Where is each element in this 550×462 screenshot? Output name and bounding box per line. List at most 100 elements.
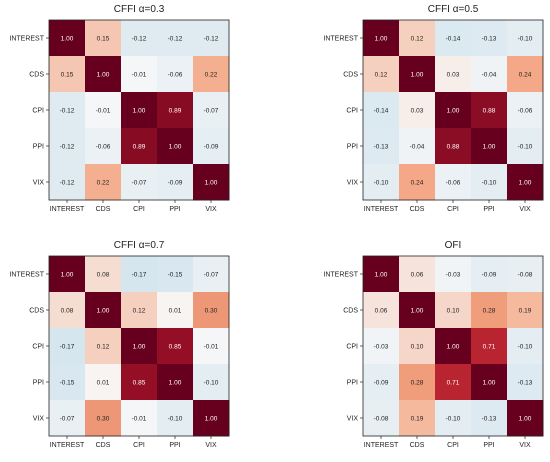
cell-value-label: 0.19 — [519, 308, 532, 315]
y-tick-label: PPI — [347, 144, 358, 151]
cell-value-label: -0.10 — [518, 344, 533, 351]
cell-value-label: -0.09 — [482, 272, 497, 279]
panel-title: CFFI α=0.5 — [428, 4, 479, 15]
heatmap-cell — [363, 56, 400, 93]
x-tick-label: INTEREST — [50, 206, 85, 213]
x-tick-label: CDS — [96, 442, 111, 449]
cell-value-label: 1.00 — [97, 72, 110, 79]
x-tick-label: CDS — [410, 442, 425, 449]
x-tick-label: PPI — [483, 442, 494, 449]
heatmap-cell — [507, 20, 544, 57]
y-tick-label: INTEREST — [9, 36, 44, 43]
heatmap-cell — [363, 20, 400, 57]
cell-value-label: -0.13 — [518, 380, 533, 387]
cell-value-label: 0.12 — [411, 36, 424, 43]
cell-value-label: -0.10 — [482, 180, 497, 187]
heatmap-cell — [363, 256, 400, 293]
cell-value-label: 0.24 — [519, 72, 532, 79]
cell-value-label: -0.03 — [374, 344, 389, 351]
cell-value-label: 0.01 — [97, 380, 110, 387]
heatmap-cell — [49, 92, 86, 129]
x-tick-label: CDS — [410, 206, 425, 213]
heatmap-cell — [193, 128, 230, 165]
cell-value-label: -0.06 — [446, 180, 461, 187]
heatmap-cell — [85, 292, 122, 329]
y-tick-label: PPI — [33, 144, 44, 151]
cell-value-label: -0.17 — [132, 272, 147, 279]
cell-value-label: -0.10 — [204, 380, 219, 387]
cell-value-label: -0.17 — [60, 344, 75, 351]
cell-value-label: 1.00 — [205, 180, 218, 187]
heatmap-cell — [363, 364, 400, 401]
cell-value-label: 0.08 — [97, 272, 110, 279]
heatmap-cell — [121, 328, 158, 365]
heatmap-cell — [193, 164, 230, 201]
heatmap-cell — [435, 256, 472, 293]
cell-value-label: 1.00 — [61, 36, 74, 43]
heatmap-cell — [157, 364, 194, 401]
cell-value-label: 0.28 — [411, 380, 424, 387]
heatmap-cell — [49, 364, 86, 401]
heatmap-cell — [193, 328, 230, 365]
cell-value-label: -0.13 — [482, 36, 497, 43]
heatmap-cell — [471, 328, 508, 365]
heatmap-cell — [363, 292, 400, 329]
heatmap-cell — [507, 364, 544, 401]
heatmap-cell — [157, 292, 194, 329]
heatmap-cell — [193, 20, 230, 57]
x-tick-label: VIX — [205, 206, 217, 213]
cell-value-label: 1.00 — [169, 144, 182, 151]
heatmap-cell — [121, 292, 158, 329]
heatmap-cell — [85, 400, 122, 437]
cell-value-label: 0.03 — [447, 72, 460, 79]
y-tick-label: PPI — [33, 380, 44, 387]
y-tick-label: INTEREST — [9, 272, 44, 279]
cell-value-label: 1.00 — [133, 344, 146, 351]
heatmap-cell — [85, 128, 122, 165]
cell-value-label: 1.00 — [205, 416, 218, 423]
heatmap-cell — [157, 20, 194, 57]
heatmap-cell — [471, 292, 508, 329]
cell-value-label: 0.85 — [169, 344, 182, 351]
heatmap-cell — [121, 164, 158, 201]
cell-value-label: -0.01 — [204, 344, 219, 351]
cell-value-label: -0.15 — [60, 380, 75, 387]
heatmap-cell — [121, 128, 158, 165]
heatmap-cell — [399, 400, 436, 437]
cell-value-label: 0.12 — [133, 308, 146, 315]
heatmap-cell — [399, 128, 436, 165]
heatmap-cell — [85, 364, 122, 401]
heatmap-cell — [363, 164, 400, 201]
heatmap-cell — [507, 164, 544, 201]
cell-value-label: -0.15 — [168, 272, 183, 279]
cell-value-label: 1.00 — [483, 144, 496, 151]
cell-value-label: 0.19 — [411, 416, 424, 423]
heatmap-cell — [85, 164, 122, 201]
cell-value-label: 0.22 — [97, 180, 110, 187]
cell-value-label: 1.00 — [375, 36, 388, 43]
y-tick-label: CPI — [32, 108, 44, 115]
cell-value-label: 1.00 — [133, 108, 146, 115]
cell-value-label: 1.00 — [61, 272, 74, 279]
heatmap-cell — [471, 20, 508, 57]
heatmap-cell — [193, 56, 230, 93]
cell-value-label: 0.88 — [447, 144, 460, 151]
cell-value-label: 0.08 — [61, 308, 74, 315]
heatmap-cell — [507, 328, 544, 365]
cell-value-label: -0.10 — [374, 180, 389, 187]
x-tick-label: CPI — [447, 206, 459, 213]
panel-title: OFI — [445, 240, 462, 251]
cell-value-label: 0.89 — [133, 144, 146, 151]
heatmap-cell — [399, 92, 436, 129]
heatmap-panel-3: CFFI α=0.7 1.00 0.08 -0.17 -0.15 -0.07 0.08 1.0… — [9, 240, 230, 449]
heatmap-cell — [121, 256, 158, 293]
y-tick-label: CDS — [343, 308, 358, 315]
cell-value-label: -0.13 — [482, 416, 497, 423]
cell-value-label: -0.09 — [374, 380, 389, 387]
panel-title: CFFI α=0.3 — [114, 4, 165, 15]
cell-value-label: 1.00 — [375, 272, 388, 279]
heatmap-cell — [363, 400, 400, 437]
cell-value-label: -0.10 — [518, 144, 533, 151]
heatmap-cell — [435, 20, 472, 57]
